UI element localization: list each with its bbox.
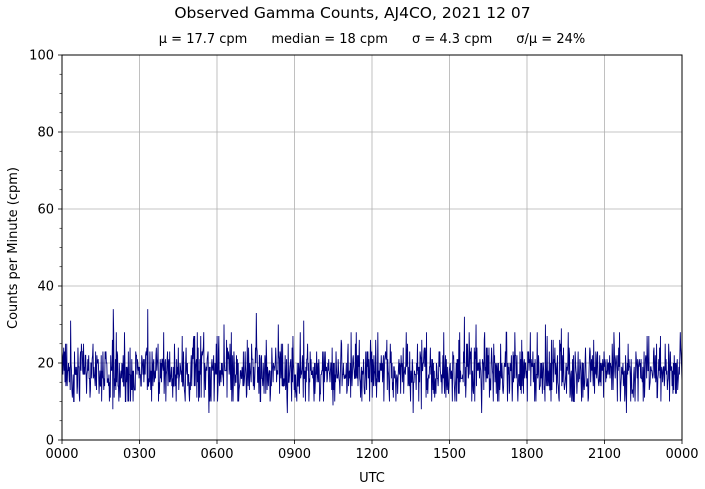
y-tick-label: 40	[37, 280, 54, 295]
chart-title: Observed Gamma Counts, AJ4CO, 2021 12 07	[174, 4, 531, 22]
x-axis-label: UTC	[359, 471, 385, 486]
y-tick-label: 0	[46, 434, 54, 449]
stat-median: median = 18 cpm	[271, 32, 388, 47]
series-line	[61, 309, 683, 414]
stats-line: μ = 17.7 cpm median = 18 cpm σ = 4.3 cpm σ/…	[62, 32, 682, 47]
series-area	[61, 309, 683, 414]
y-tick-label: 80	[37, 126, 54, 141]
stat-cv: σ/μ = 24%	[516, 32, 586, 47]
x-tick-label: 2100	[588, 447, 621, 462]
stat-sigma: σ = 4.3 cpm	[411, 32, 493, 47]
ticks: 0000 0300 0600 0900 1200 1500 1800 2100 00000204…	[29, 49, 698, 463]
y-tick-label: 100	[29, 49, 54, 64]
stat-mean: μ = 17.7 cpm	[158, 32, 248, 47]
x-tick-label: 1800	[510, 447, 543, 462]
y-tick-label: 60	[37, 203, 54, 218]
x-tick-label: 0600	[200, 447, 233, 462]
x-tick-label: 0000	[45, 447, 78, 462]
x-tick-label: 1500	[433, 447, 466, 462]
x-tick-label: 0300	[123, 447, 156, 462]
x-tick-label: 0000	[665, 447, 698, 462]
y-axis-label: Counts per Minute (cpm)	[6, 167, 21, 329]
x-tick-label: 0900	[278, 447, 311, 462]
y-tick-label: 20	[37, 357, 54, 372]
x-tick-label: 1200	[355, 447, 388, 462]
